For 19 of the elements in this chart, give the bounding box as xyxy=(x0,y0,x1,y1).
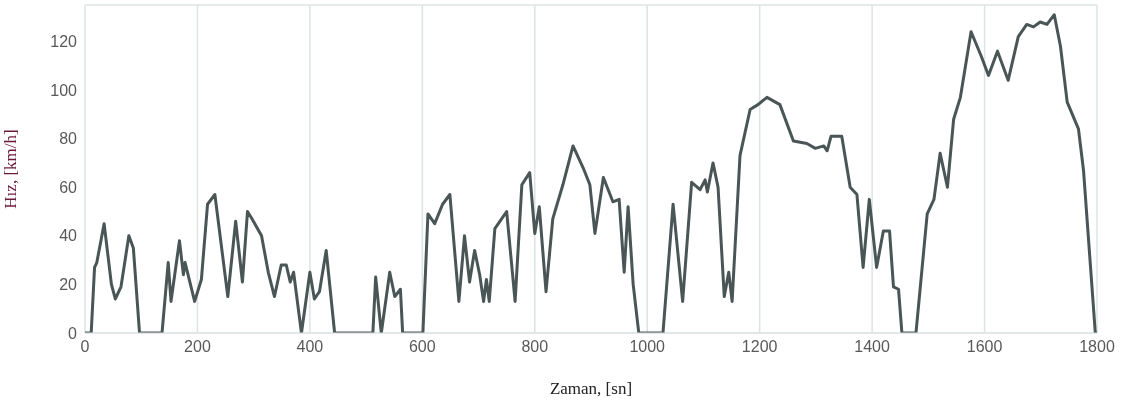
y-axis-title: Hız, [km/h] xyxy=(1,129,21,209)
x-tick-label: 1000 xyxy=(629,338,666,356)
y-tick-label: 100 xyxy=(50,81,78,99)
x-tick-label: 400 xyxy=(296,338,324,356)
y-tick-label: 60 xyxy=(59,178,78,196)
x-tick-label: 1200 xyxy=(741,338,778,356)
x-tick-label: 1600 xyxy=(966,338,1003,356)
x-tick-label: 1400 xyxy=(854,338,891,356)
x-tick-label: 200 xyxy=(184,338,211,356)
y-tick-label: 20 xyxy=(59,276,78,294)
y-tick-label: 40 xyxy=(59,227,78,245)
x-tick-label: 1800 xyxy=(1079,338,1115,356)
x-tick-label: 0 xyxy=(80,338,90,356)
x-axis-title: Zaman, [sn] xyxy=(549,379,633,398)
y-tick-label: 0 xyxy=(68,324,78,342)
y-tick-label: 120 xyxy=(50,33,78,51)
x-tick-label: 800 xyxy=(521,338,549,356)
x-tick-label: 600 xyxy=(408,338,436,356)
y-tick-label: 80 xyxy=(59,130,78,148)
